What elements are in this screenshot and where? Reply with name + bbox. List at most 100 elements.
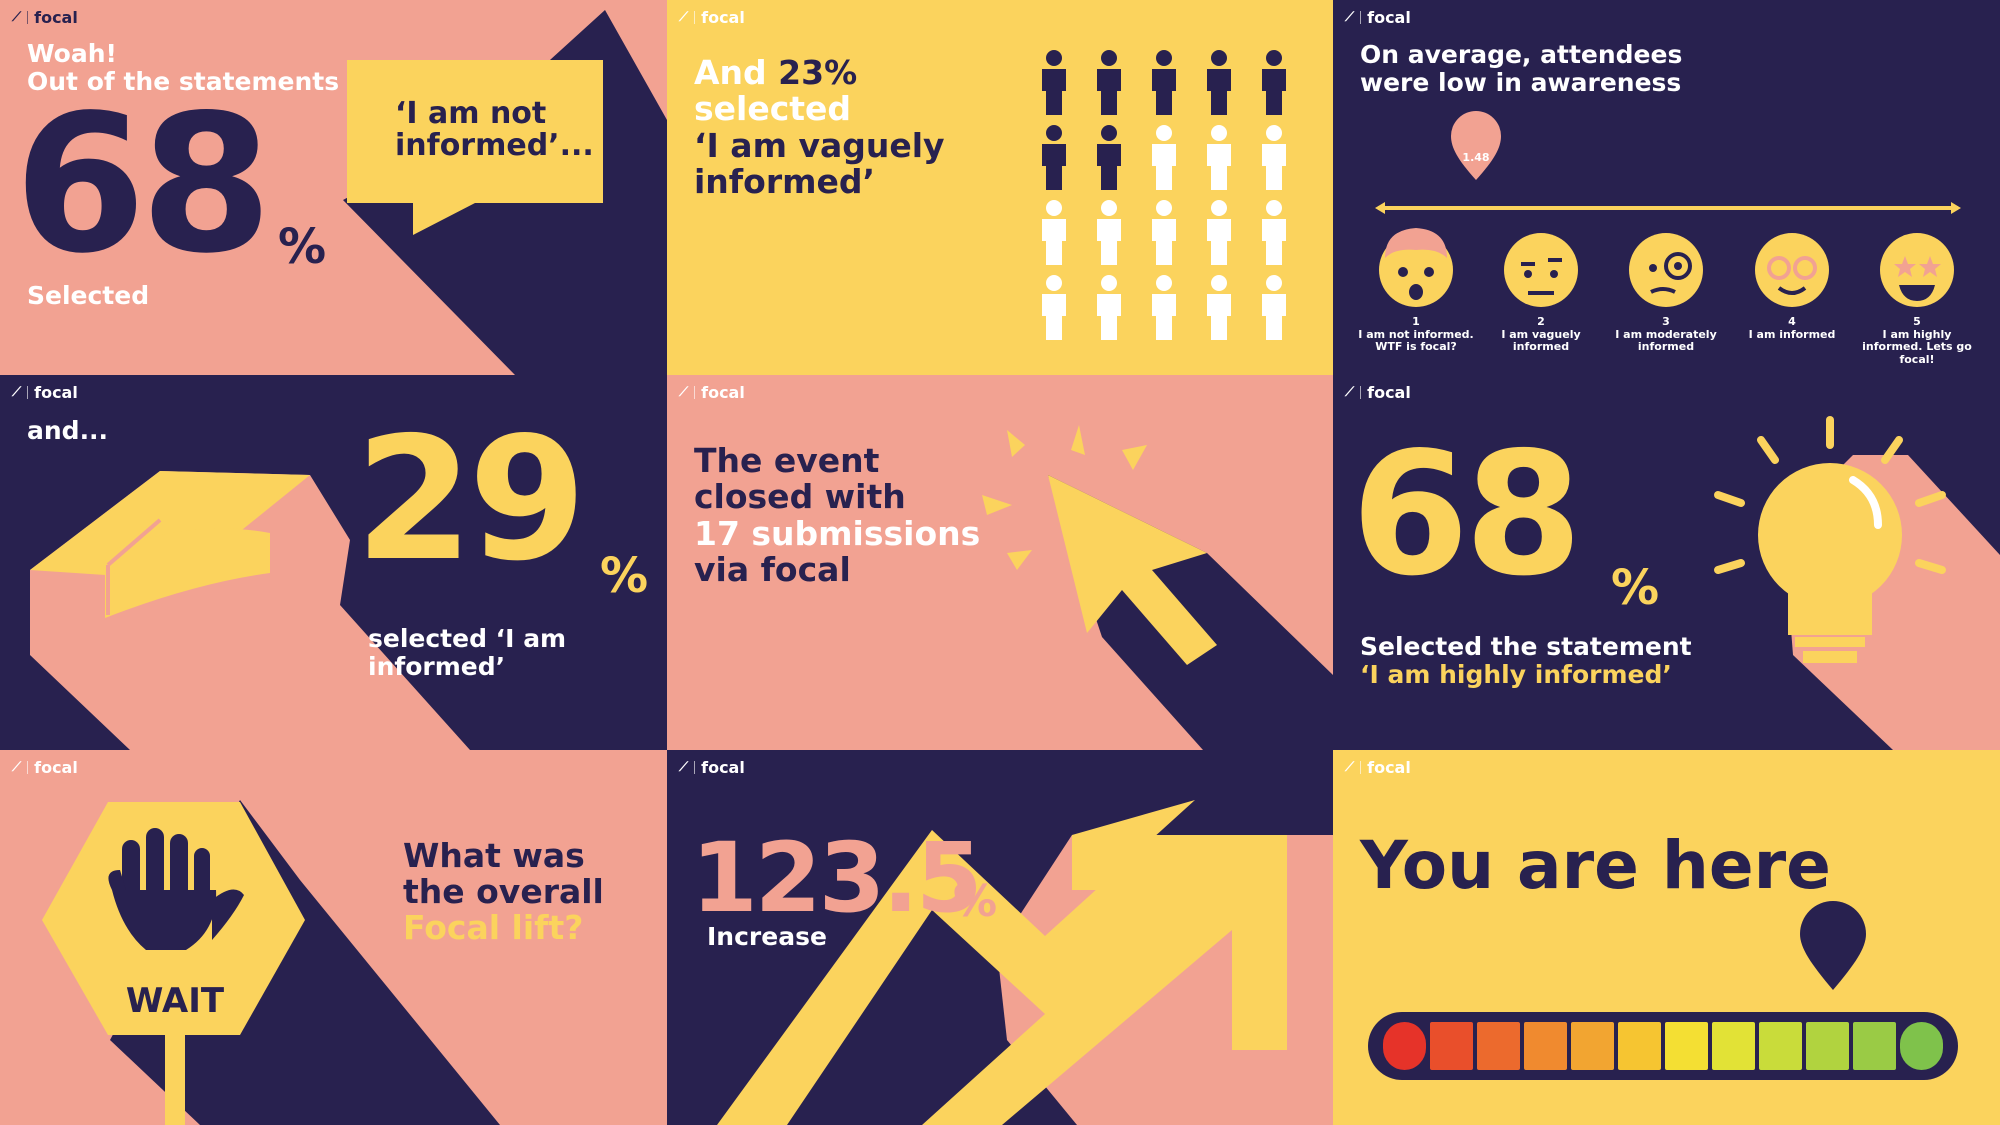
meter-segment <box>1383 1022 1426 1070</box>
scale-text: I am not informed. WTF is focal? <box>1358 327 1474 354</box>
scale-num: 3 <box>1662 315 1670 328</box>
logo-text: focal <box>701 758 745 777</box>
logo-divider <box>27 11 29 24</box>
logo-mark-icon: ⟋ <box>12 760 22 775</box>
meter-segment <box>1665 1022 1708 1070</box>
logo-mark-icon: ⟋ <box>679 385 689 400</box>
focal-logo: ⟋ focal <box>679 758 745 777</box>
scale-text: I am informed <box>1748 327 1836 341</box>
logo-text: focal <box>34 758 78 777</box>
meter-segment <box>1571 1022 1614 1070</box>
panel-submissions: ⟋ focal The event closed with 17 submiss… <box>667 375 1333 750</box>
logo-divider <box>694 386 696 399</box>
person-icon <box>1207 125 1231 190</box>
panel-increase: ⟋ focal 123.5 % Increase <box>667 750 1333 1125</box>
meter-segment <box>1712 1022 1755 1070</box>
person-icon-highlighted <box>1042 125 1066 190</box>
percent-sign: % <box>600 548 649 604</box>
stop-sign-icon <box>42 802 305 1125</box>
awareness-scale-graphic <box>1375 111 1961 307</box>
heading-line-3: 17 submissions <box>694 514 981 553</box>
meter-segment <box>1806 1022 1849 1070</box>
heading-line-1: The event <box>694 441 880 480</box>
big-number: 68 <box>14 74 272 295</box>
percent-sign: % <box>953 876 998 927</box>
meter-segment <box>1618 1022 1661 1070</box>
meter-segments <box>1383 1022 1943 1070</box>
logo-text: focal <box>1367 758 1411 777</box>
scale-text: I am vaguely informed <box>1501 327 1581 354</box>
panel-background-shape <box>717 800 1333 1125</box>
focal-logo: ⟋ focal <box>1345 8 1411 27</box>
logo-divider <box>27 386 29 399</box>
meter-segment <box>1477 1022 1520 1070</box>
heading-line-4: informed’ <box>694 162 876 201</box>
heading-line-1: Woah! <box>27 39 117 68</box>
panel-vaguely-informed: ⟋ focal And 23% selected ‘I am vaguely i… <box>667 0 1333 375</box>
big-number: 123.5 <box>691 822 983 934</box>
person-icon-highlighted <box>1207 50 1231 115</box>
focal-logo: ⟋ focal <box>12 383 78 402</box>
panel-you-are-here: ⟋ focal You are here <box>1333 750 2000 1125</box>
caption-line-1: Selected the statement <box>1360 632 1692 661</box>
logo-text: focal <box>34 383 78 402</box>
person-icon <box>1097 275 1121 340</box>
heading-line-2: closed with <box>694 477 906 516</box>
person-icon-highlighted <box>1097 50 1121 115</box>
caption-line-2: informed’ <box>368 652 506 681</box>
speech-bubble-text: ‘I am not informed’... <box>395 96 594 164</box>
logo-text: focal <box>701 8 745 27</box>
panel-highly-informed: ⟋ focal 68 % Selected the statement ‘I a… <box>1333 375 2000 750</box>
meter-segment <box>1524 1022 1567 1070</box>
caption: Increase <box>707 922 827 951</box>
person-icon <box>1152 125 1176 190</box>
emoji-moderately-informed-icon <box>1629 233 1703 307</box>
person-icon <box>1042 275 1066 340</box>
panel-background-shape <box>982 425 1333 750</box>
heading-line-2: Out of the statements <box>27 67 340 96</box>
big-number: 29 <box>355 401 587 599</box>
logo-text: focal <box>701 383 745 402</box>
heading-prefix: And <box>694 53 779 92</box>
person-icon <box>1207 200 1231 265</box>
scale-arrow-left-icon <box>1375 202 1385 214</box>
scale-num: 4 <box>1788 315 1796 328</box>
emoji-not-informed-icon <box>1379 228 1453 307</box>
scale-num: 1 <box>1412 315 1420 328</box>
logo-divider <box>1360 386 1362 399</box>
heading-line-2: the overall <box>403 872 604 911</box>
percent-sign: % <box>278 219 327 275</box>
panel-background-shape <box>1714 416 2000 750</box>
panel-awareness-scale: ⟋ focal On average, attendees were low i… <box>1333 0 2000 375</box>
location-pin-icon <box>1800 901 1866 990</box>
heading: You are here <box>1360 827 1831 904</box>
stop-sign-text: WAIT <box>125 981 225 1021</box>
hand-icon <box>108 828 244 950</box>
person-icon-highlighted <box>1042 50 1066 115</box>
panel-focal-lift: ⟋ focal WAIT What was the overall Focal … <box>0 750 667 1125</box>
person-icon <box>1262 125 1286 190</box>
heading-percent: 23% <box>778 53 858 92</box>
big-number: 68 <box>1351 416 1583 614</box>
logo-mark-icon: ⟋ <box>1345 10 1355 25</box>
heading-line-1: On average, attendees <box>1360 40 1683 69</box>
panel-background-shape <box>42 800 500 1125</box>
logo-mark-icon: ⟋ <box>1345 385 1355 400</box>
logo-mark-icon: ⟋ <box>12 385 22 400</box>
progress-meter <box>1368 901 1958 1080</box>
scale-text: I am moderately informed <box>1615 327 1717 354</box>
logo-divider <box>694 11 696 24</box>
person-icon <box>1042 200 1066 265</box>
lightbulb-icon <box>1758 463 1902 663</box>
panel-background-shape <box>343 10 667 375</box>
focal-logo: ⟋ focal <box>1345 383 1411 402</box>
logo-divider <box>27 761 29 774</box>
person-icon <box>1207 275 1231 340</box>
logo-mark-icon: ⟋ <box>679 10 689 25</box>
person-icon <box>1152 275 1176 340</box>
cursor-arrow-icon <box>1048 475 1217 665</box>
